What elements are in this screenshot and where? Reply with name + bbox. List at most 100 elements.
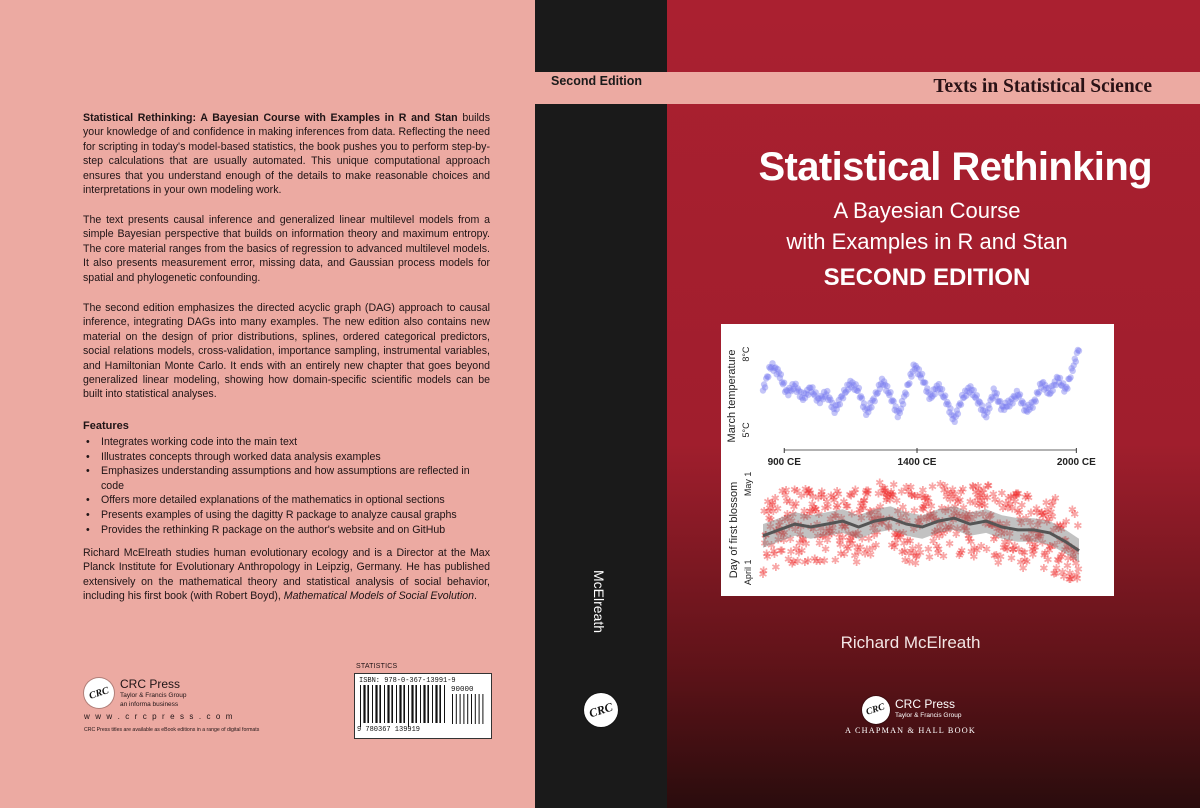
blossom-point: ✱ bbox=[1018, 546, 1027, 559]
temperature-point bbox=[779, 381, 787, 388]
blossom-point: ✱ bbox=[870, 529, 879, 542]
blossom-point: ✱ bbox=[1001, 542, 1010, 555]
blossom-point: ✱ bbox=[924, 496, 933, 509]
blossom-point: ✱ bbox=[865, 510, 874, 523]
blossom-point: ✱ bbox=[907, 488, 916, 501]
x-tick-label: 1400 CE bbox=[898, 457, 937, 468]
blossom-point: ✱ bbox=[1069, 543, 1078, 556]
temperature-point bbox=[772, 364, 779, 371]
barcode-bar bbox=[396, 685, 397, 723]
blossom-point: ✱ bbox=[953, 522, 962, 535]
blossom-point: ✱ bbox=[834, 488, 843, 501]
blossom-point: ✱ bbox=[846, 490, 855, 503]
blossom-point: ✱ bbox=[890, 529, 899, 542]
blossom-point: ✱ bbox=[836, 547, 845, 560]
temperature-point bbox=[793, 388, 800, 395]
blossom-point: ✱ bbox=[984, 518, 993, 531]
blossom-point: ✱ bbox=[1069, 553, 1078, 566]
blossom-point: ✱ bbox=[1032, 506, 1041, 519]
temperature-point bbox=[774, 366, 781, 373]
temperature-point bbox=[897, 405, 905, 412]
blossom-point: ✱ bbox=[877, 516, 886, 529]
blossom-point: ✱ bbox=[1052, 519, 1061, 532]
temperature-point bbox=[1040, 378, 1047, 386]
blossom-point: ✱ bbox=[961, 513, 970, 526]
temperature-point bbox=[965, 384, 972, 391]
blossom-point: ✱ bbox=[1036, 528, 1045, 541]
temperature-point bbox=[949, 415, 956, 423]
blossom-point: ✱ bbox=[1051, 492, 1060, 505]
blossom-point: ✱ bbox=[853, 541, 862, 554]
temperature-point bbox=[946, 409, 953, 416]
blossom-point: ✱ bbox=[935, 530, 944, 543]
temperature-point bbox=[872, 389, 879, 396]
blossom-point: ✱ bbox=[936, 478, 945, 491]
blossom-point: ✱ bbox=[942, 491, 951, 504]
temperature-point bbox=[764, 373, 771, 380]
temperature-point bbox=[883, 387, 890, 394]
blossom-point: ✱ bbox=[880, 485, 889, 498]
blossom-point: ✱ bbox=[760, 505, 769, 518]
blossom-point: ✱ bbox=[1046, 540, 1055, 553]
blossom-point: ✱ bbox=[779, 534, 788, 547]
blossom-point: ✱ bbox=[820, 555, 829, 568]
blossom-point: ✱ bbox=[957, 544, 966, 557]
blossom-point: ✱ bbox=[868, 542, 877, 555]
blossom-point: ✱ bbox=[1063, 559, 1072, 572]
blossom-point: ✱ bbox=[980, 499, 989, 512]
blossom-point: ✱ bbox=[1054, 522, 1063, 535]
blossom-point: ✱ bbox=[956, 486, 965, 499]
temperature-point bbox=[973, 392, 980, 399]
blossom-point: ✱ bbox=[921, 491, 930, 504]
barcode-bar bbox=[399, 685, 402, 723]
temperature-point bbox=[1036, 380, 1044, 388]
edition-label: SECOND EDITION bbox=[823, 264, 1031, 291]
blossom-point: ✱ bbox=[797, 544, 806, 557]
blossom-point: ✱ bbox=[1045, 544, 1054, 557]
blossom-point: ✱ bbox=[811, 503, 820, 516]
bio-tail: . bbox=[473, 590, 477, 603]
blossom-point: ✱ bbox=[940, 480, 949, 493]
blossom-point: ✱ bbox=[788, 557, 797, 570]
blossom-point: ✱ bbox=[907, 489, 916, 502]
blossom-point: ✱ bbox=[1018, 562, 1027, 575]
blossom-point: ✱ bbox=[1019, 531, 1028, 544]
blossom-point: ✱ bbox=[889, 479, 898, 492]
blossom-point: ✱ bbox=[789, 555, 798, 568]
blossom-point: ✱ bbox=[814, 508, 823, 521]
barcode-bar bbox=[415, 685, 417, 723]
blossom-point: ✱ bbox=[916, 546, 925, 559]
temperature-point bbox=[882, 381, 889, 388]
blossom-point: ✱ bbox=[974, 485, 983, 498]
blossom-point: ✱ bbox=[1032, 503, 1041, 516]
blossom-point: ✱ bbox=[894, 528, 903, 541]
temperature-point bbox=[767, 365, 774, 372]
blossom-point: ✱ bbox=[815, 555, 824, 568]
blossom-point: ✱ bbox=[963, 511, 972, 524]
temperature-point bbox=[765, 373, 772, 381]
blossom-point: ✱ bbox=[949, 506, 958, 519]
blossom-point: ✱ bbox=[815, 537, 824, 550]
blossom-point: ✱ bbox=[858, 500, 867, 513]
blossom-point: ✱ bbox=[804, 485, 813, 498]
blossom-point: ✱ bbox=[775, 516, 784, 529]
blossom-point: ✱ bbox=[780, 526, 789, 539]
blossom-point: ✱ bbox=[919, 503, 928, 516]
temperature-point bbox=[898, 397, 906, 405]
temperature-point bbox=[835, 396, 842, 404]
blossom-point: ✱ bbox=[788, 508, 797, 521]
blossom-point: ✱ bbox=[983, 491, 992, 504]
blossom-point: ✱ bbox=[927, 500, 936, 513]
blossom-point: ✱ bbox=[872, 504, 881, 517]
temperature-point bbox=[900, 393, 908, 400]
temperature-point bbox=[1069, 367, 1076, 375]
temperature-point bbox=[839, 395, 847, 402]
blossom-point: ✱ bbox=[967, 546, 976, 559]
temperature-point bbox=[1030, 398, 1037, 405]
blossom-point: ✱ bbox=[902, 481, 911, 494]
top-y-tick-label: 5°C bbox=[741, 422, 751, 438]
temperature-point bbox=[934, 386, 942, 393]
blossom-point: ✱ bbox=[949, 514, 958, 527]
temperature-point bbox=[903, 391, 910, 398]
blossom-point: ✱ bbox=[880, 482, 889, 495]
